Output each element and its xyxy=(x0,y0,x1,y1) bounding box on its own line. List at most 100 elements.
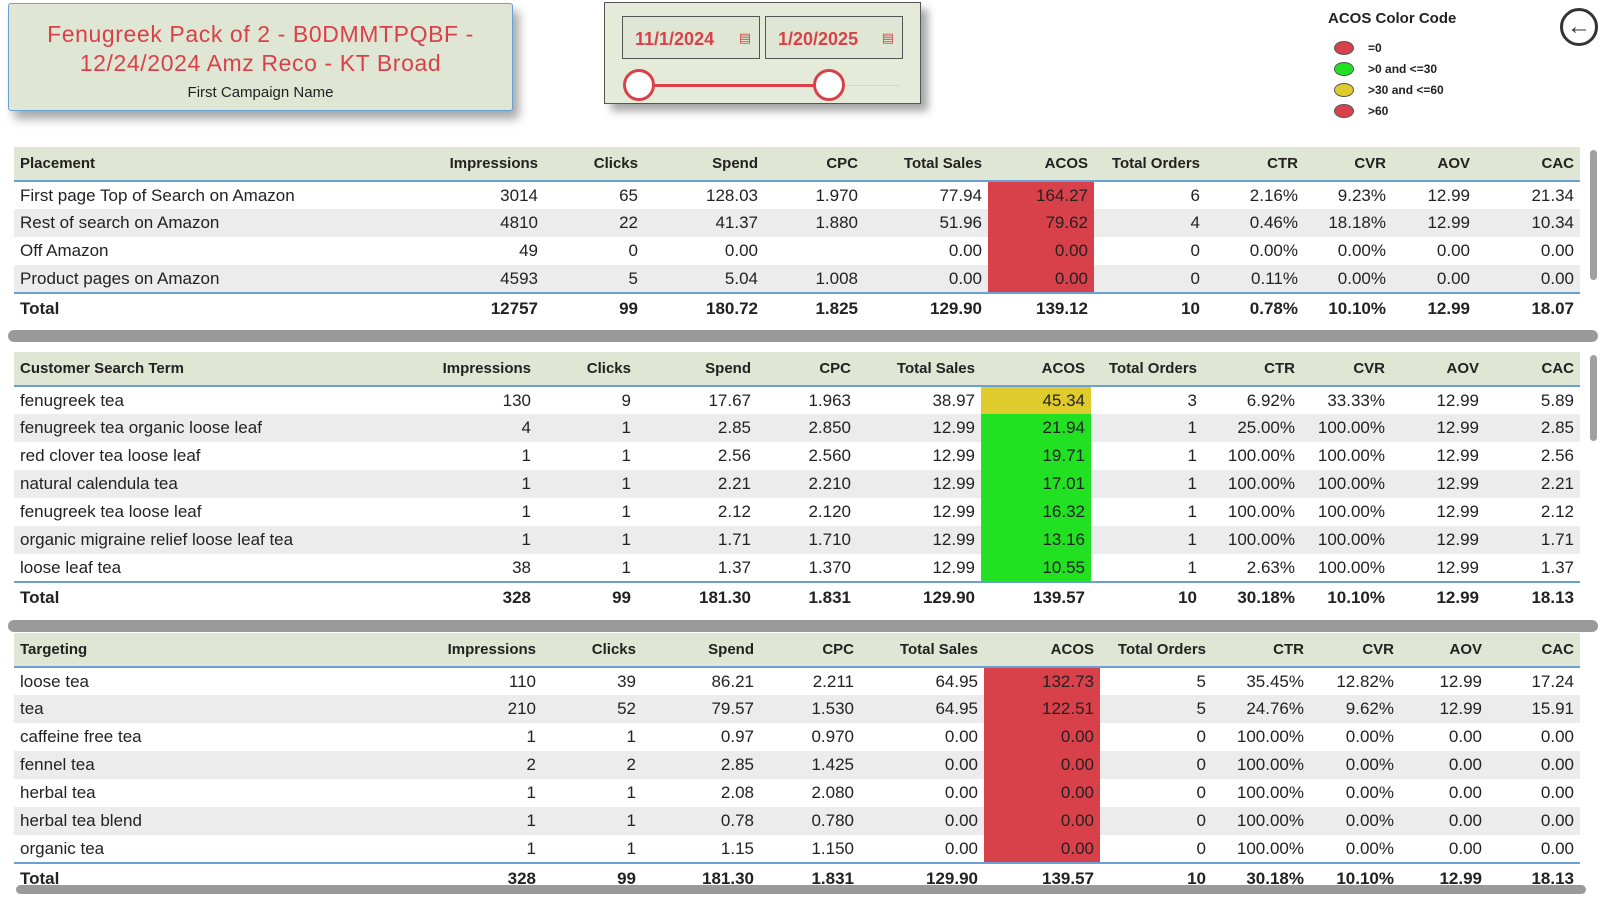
table-row[interactable]: natural calendula tea 1 1 2.21 2.210 12.99 17.… xyxy=(14,470,1580,498)
table-row[interactable]: caffeine free tea 1 1 0.97 0.970 0.00 0.00 0 100… xyxy=(14,723,1580,751)
calendar-icon[interactable]: ▤ xyxy=(881,30,894,45)
col-header-aov[interactable]: AOV xyxy=(1400,633,1488,667)
table-row[interactable]: loose tea 110 39 86.21 2.211 64.95 132.73 5 35.4… xyxy=(14,667,1580,695)
row-label: First page Top of Search on Amazon xyxy=(20,185,295,205)
acos-cell: 0.00 xyxy=(984,751,1100,779)
table-row[interactable]: herbal tea 1 1 2.08 2.080 0.00 0.00 0 100.00% 0.0… xyxy=(14,779,1580,807)
col-header-cac[interactable]: CAC xyxy=(1476,147,1580,181)
table-cell: 1 xyxy=(537,414,637,442)
total-cell: 1.831 xyxy=(757,582,857,612)
total-cell: 180.72 xyxy=(644,293,764,323)
row-label: loose tea xyxy=(20,671,89,691)
table-cell: 12.99 xyxy=(932,502,975,521)
table-row[interactable]: fenugreek tea 130 9 17.67 1.963 38.97 45.34 3 6.… xyxy=(14,386,1580,414)
date-slider-end-handle[interactable] xyxy=(813,69,845,101)
table-cell: 2.21 xyxy=(637,470,757,498)
col-header-spend[interactable]: Spend xyxy=(644,147,764,181)
col-header-ctr[interactable]: CTR xyxy=(1212,633,1310,667)
table-row[interactable]: loose leaf tea 38 1 1.37 1.370 12.99 10.55 1 2.6… xyxy=(14,554,1580,582)
table-cell: 12.82% xyxy=(1336,671,1394,691)
table-row[interactable]: organic migraine relief loose leaf tea 1 1… xyxy=(14,526,1580,554)
table-cell: 2.21 xyxy=(1485,470,1580,498)
table-cell: 0.00 xyxy=(1448,783,1482,802)
col-header-total-orders[interactable]: Total Orders xyxy=(1094,147,1206,181)
col-header-spend[interactable]: Spend xyxy=(637,352,757,386)
col-header-cac[interactable]: CAC xyxy=(1485,352,1580,386)
col-header-total-sales[interactable]: Total Sales▼ xyxy=(864,147,998,182)
date-slider-track[interactable] xyxy=(639,84,829,87)
table-cell: 1 xyxy=(621,557,631,577)
col-header-cvr[interactable]: CVR xyxy=(1301,352,1391,386)
acos-cell: 0.00 xyxy=(984,779,1100,807)
table-row[interactable]: First page Top of Search on Amazon 3014 65… xyxy=(14,181,1580,209)
end-date-input[interactable]: 1/20/2025 ▤ xyxy=(765,16,903,59)
col-header-placement[interactable]: Placement xyxy=(14,147,374,181)
table-row[interactable]: red clover tea loose leaf 1 1 2.56 2.560 12.9… xyxy=(14,442,1580,470)
table-row[interactable]: Rest of search on Amazon 4810 22 41.37 1.880… xyxy=(14,209,1580,237)
col-header-clicks[interactable]: Clicks xyxy=(537,352,637,386)
col-header-total-orders[interactable]: Total Orders xyxy=(1091,352,1203,386)
col-header-impressions[interactable]: Impressions xyxy=(374,633,542,667)
targeting-table: Targeting Impressions Clicks Spend CPC T… xyxy=(14,633,1580,889)
col-header-cvr[interactable]: CVR xyxy=(1304,147,1392,181)
table-cell: 0.00 xyxy=(860,807,984,835)
table-cell: 79.57 xyxy=(642,695,760,723)
search-term-total: Total 328 99 181.30 1.831 129.90 139.57 10 30.18… xyxy=(14,582,1580,612)
col-header-acos[interactable]: ACOS xyxy=(984,633,1100,667)
table-row[interactable]: herbal tea blend 1 1 0.78 0.780 0.00 0.00 0 100.… xyxy=(14,807,1580,835)
col-header-cac[interactable]: CAC xyxy=(1488,633,1580,667)
search-term-scrollbar[interactable] xyxy=(1590,355,1597,441)
legend-dot-high xyxy=(1334,103,1354,118)
col-header-clicks[interactable]: Clicks xyxy=(544,147,644,181)
col-header-ctr[interactable]: CTR xyxy=(1203,352,1301,386)
table-cell: 0.00 xyxy=(1436,241,1470,260)
col-header-impressions[interactable]: Impressions xyxy=(374,352,537,386)
table-row[interactable]: fenugreek tea organic loose leaf 4 1 2.85 2.… xyxy=(14,414,1580,442)
col-header-aov[interactable]: AOV xyxy=(1392,147,1476,181)
table-cell: 100.00% xyxy=(1317,502,1385,521)
col-header-cvr[interactable]: CVR xyxy=(1310,633,1400,667)
date-slider-start-handle[interactable] xyxy=(623,69,655,101)
col-header-impressions[interactable]: Impressions xyxy=(374,147,544,181)
table-row[interactable]: fennel tea 2 2 2.85 1.425 0.00 0.00 0 100.00% 0.0… xyxy=(14,751,1580,779)
table-cell: 12.99 xyxy=(1436,390,1479,410)
start-date-input[interactable]: 11/1/2024 ▤ xyxy=(622,16,760,59)
table-cell: 0 xyxy=(1196,727,1206,746)
col-header-ctr[interactable]: CTR xyxy=(1206,147,1304,181)
table-row[interactable]: Off Amazon 49 0 0.00 0.00 0.00 0 0.00% 0.00% 0.00… xyxy=(14,237,1580,265)
table-row[interactable]: fenugreek tea loose leaf 1 1 2.12 2.120 12.99… xyxy=(14,498,1580,526)
placement-scrollbar[interactable] xyxy=(1590,150,1597,280)
table-cell: 1 xyxy=(374,470,537,498)
calendar-icon[interactable]: ▤ xyxy=(738,30,751,45)
horizontal-scrollbar[interactable] xyxy=(16,885,1586,894)
legend-item: >30 and <=60 xyxy=(1328,79,1528,100)
table-row[interactable]: Product pages on Amazon 4593 5 5.04 1.008 0.0… xyxy=(14,265,1580,293)
acos-color-legend: ACOS Color Code =0 >0 and <=30 >30 and <… xyxy=(1328,10,1528,121)
back-arrow-icon[interactable]: ← xyxy=(1560,8,1598,46)
col-header-clicks[interactable]: Clicks xyxy=(542,633,642,667)
table-cell: 1 xyxy=(1091,526,1203,554)
table-cell: 100.00% xyxy=(1301,414,1391,442)
col-header-search-term[interactable]: Customer Search Term xyxy=(14,352,374,386)
col-header-total-sales[interactable]: Total Sales▼ xyxy=(860,633,994,668)
row-label: organic migraine relief loose leaf tea xyxy=(14,526,374,554)
row-label: loose leaf tea xyxy=(20,557,122,577)
col-header-acos[interactable]: ACOS xyxy=(981,352,1091,386)
col-header-total-orders[interactable]: Total Orders xyxy=(1100,633,1212,667)
col-header-acos[interactable]: ACOS xyxy=(988,147,1094,181)
end-date-value: 1/20/2025 xyxy=(778,29,859,49)
col-header-cpc[interactable]: CPC xyxy=(757,352,857,386)
table-row[interactable]: tea 210 52 79.57 1.530 64.95 122.51 5 24.76% 9.62… xyxy=(14,695,1580,723)
total-cell: 12.99 xyxy=(1400,863,1488,889)
col-header-aov[interactable]: AOV xyxy=(1391,352,1485,386)
col-header-targeting[interactable]: Targeting xyxy=(14,633,374,667)
col-header-total-sales[interactable]: Total Sales▼ xyxy=(857,352,991,387)
table-cell: 1 xyxy=(526,727,536,746)
col-header-spend[interactable]: Spend xyxy=(642,633,760,667)
table-cell: 1 xyxy=(621,446,631,465)
table-row[interactable]: organic tea 1 1 1.15 1.150 0.00 0.00 0 100.00% 0.… xyxy=(14,835,1580,863)
acos-cell: 0.00 xyxy=(988,265,1094,293)
col-header-cpc[interactable]: CPC xyxy=(764,147,864,181)
col-header-cpc[interactable]: CPC xyxy=(760,633,860,667)
table-cell: 22 xyxy=(544,209,644,237)
